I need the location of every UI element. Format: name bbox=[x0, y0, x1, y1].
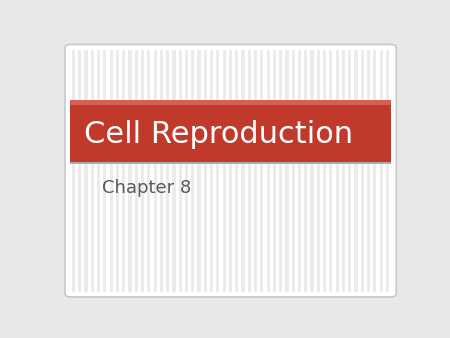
Bar bbox=[122, 50, 125, 292]
Bar bbox=[198, 50, 201, 292]
Bar bbox=[355, 50, 358, 292]
Bar bbox=[266, 50, 270, 292]
Bar bbox=[172, 50, 176, 292]
Bar bbox=[70, 162, 391, 164]
Bar bbox=[216, 50, 220, 292]
Bar bbox=[78, 50, 81, 292]
Bar bbox=[128, 50, 131, 292]
Bar bbox=[179, 50, 182, 292]
Bar bbox=[185, 50, 188, 292]
Bar bbox=[110, 50, 113, 292]
Bar bbox=[191, 50, 194, 292]
Bar bbox=[367, 50, 370, 292]
Text: Cell Reproduction: Cell Reproduction bbox=[84, 120, 353, 149]
Bar bbox=[147, 50, 150, 292]
Bar bbox=[166, 50, 169, 292]
Bar bbox=[97, 50, 100, 292]
Bar bbox=[361, 50, 364, 292]
Bar bbox=[317, 50, 320, 292]
Bar bbox=[229, 50, 232, 292]
Bar bbox=[160, 50, 163, 292]
Bar bbox=[70, 100, 391, 105]
Bar bbox=[153, 50, 157, 292]
Bar bbox=[85, 50, 88, 292]
Bar bbox=[235, 50, 239, 292]
Bar bbox=[242, 50, 245, 292]
Bar bbox=[292, 50, 295, 292]
Bar bbox=[135, 50, 138, 292]
Bar bbox=[348, 50, 351, 292]
Bar bbox=[285, 50, 288, 292]
Bar bbox=[210, 50, 213, 292]
Bar bbox=[329, 50, 333, 292]
Bar bbox=[279, 50, 282, 292]
Bar bbox=[254, 50, 257, 292]
Bar bbox=[91, 50, 94, 292]
Bar bbox=[223, 50, 226, 292]
FancyBboxPatch shape bbox=[65, 45, 396, 297]
Bar bbox=[342, 50, 345, 292]
Bar bbox=[260, 50, 263, 292]
Text: Chapter 8: Chapter 8 bbox=[102, 178, 191, 197]
Bar bbox=[248, 50, 251, 292]
Bar bbox=[141, 50, 144, 292]
Bar bbox=[304, 50, 307, 292]
Bar bbox=[72, 50, 75, 292]
Bar bbox=[373, 50, 376, 292]
Bar bbox=[273, 50, 276, 292]
Bar bbox=[386, 50, 389, 292]
Bar bbox=[310, 50, 314, 292]
Bar bbox=[70, 105, 391, 162]
Bar bbox=[204, 50, 207, 292]
Bar bbox=[379, 50, 382, 292]
Bar bbox=[323, 50, 326, 292]
Bar bbox=[336, 50, 339, 292]
Bar bbox=[116, 50, 119, 292]
Bar bbox=[298, 50, 301, 292]
Bar bbox=[104, 50, 107, 292]
